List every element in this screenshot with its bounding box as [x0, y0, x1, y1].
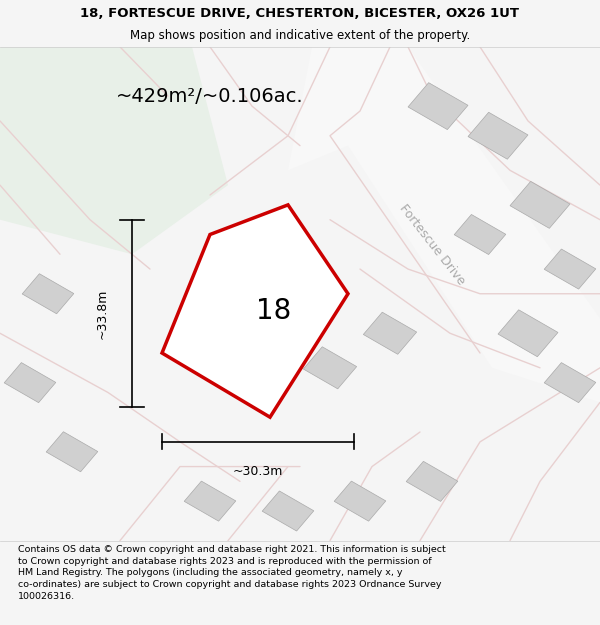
Polygon shape: [408, 82, 468, 129]
Text: Contains OS data © Crown copyright and database right 2021. This information is : Contains OS data © Crown copyright and d…: [18, 545, 446, 601]
Text: Map shows position and indicative extent of the property.: Map shows position and indicative extent…: [130, 29, 470, 42]
Text: ~33.8m: ~33.8m: [95, 288, 109, 339]
Polygon shape: [544, 249, 596, 289]
Polygon shape: [0, 47, 228, 254]
Polygon shape: [468, 112, 528, 159]
Polygon shape: [262, 491, 314, 531]
Polygon shape: [22, 274, 74, 314]
Polygon shape: [498, 310, 558, 357]
Text: 18, FORTESCUE DRIVE, CHESTERTON, BICESTER, OX26 1UT: 18, FORTESCUE DRIVE, CHESTERTON, BICESTE…: [80, 7, 520, 19]
Polygon shape: [334, 481, 386, 521]
Polygon shape: [162, 205, 348, 418]
Polygon shape: [184, 481, 236, 521]
Polygon shape: [454, 214, 506, 254]
Polygon shape: [4, 362, 56, 403]
Polygon shape: [510, 181, 570, 228]
Text: ~429m²/~0.106ac.: ~429m²/~0.106ac.: [116, 87, 304, 106]
Polygon shape: [46, 432, 98, 472]
Text: Fortescue Drive: Fortescue Drive: [397, 202, 467, 287]
Polygon shape: [364, 312, 416, 354]
Text: 18: 18: [256, 296, 291, 324]
Text: ~30.3m: ~30.3m: [233, 465, 283, 478]
Polygon shape: [304, 347, 356, 389]
Polygon shape: [406, 461, 458, 501]
Polygon shape: [226, 312, 278, 354]
Polygon shape: [288, 47, 600, 403]
Polygon shape: [544, 362, 596, 403]
